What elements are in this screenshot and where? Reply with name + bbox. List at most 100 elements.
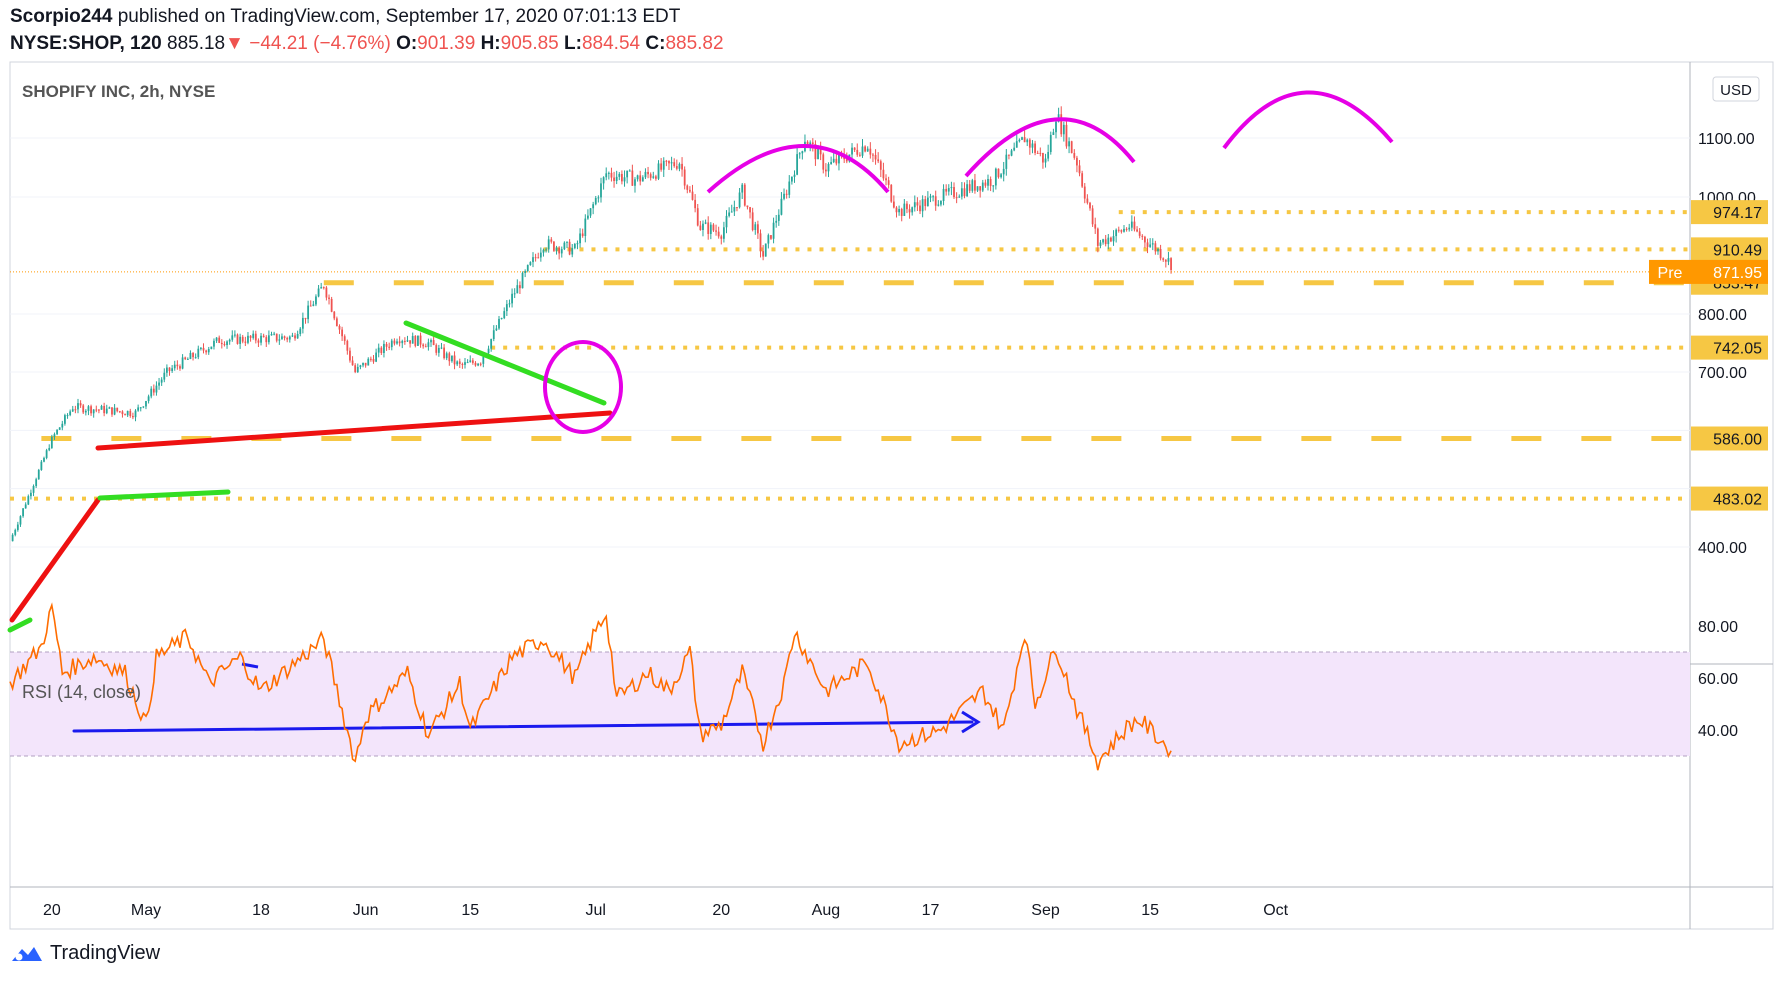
level-price-tag[interactable] xyxy=(1691,237,1768,262)
candle-body xyxy=(602,177,605,184)
candle-body xyxy=(1149,244,1152,247)
candle-body xyxy=(393,340,396,344)
candle-body xyxy=(966,184,968,197)
candle-body xyxy=(1117,229,1120,231)
candle-body xyxy=(623,177,626,182)
candle-body xyxy=(32,486,35,493)
candle-body xyxy=(43,457,45,462)
candle-body xyxy=(853,147,856,150)
green-support-stub[interactable] xyxy=(7,617,33,633)
price-gridlines xyxy=(10,137,1690,548)
price-axis[interactable]: 1100.001000.00800.00700.00400.0080.0060.… xyxy=(10,131,1768,740)
candle-body xyxy=(1123,228,1125,232)
candle-body xyxy=(1036,152,1039,154)
time-tick-label: 18 xyxy=(252,902,270,919)
price-tick-label: 700.00 xyxy=(1698,365,1747,382)
candle-body xyxy=(192,352,194,358)
candle-body xyxy=(171,368,174,372)
level-price-tag[interactable] xyxy=(1691,426,1768,451)
candle-body xyxy=(550,239,553,242)
rsi-trendline-arrowhead[interactable] xyxy=(961,710,981,734)
candle-body xyxy=(37,469,40,480)
low-label: L: xyxy=(564,33,582,54)
candle-body xyxy=(1013,147,1016,151)
candle-body xyxy=(505,304,508,312)
candle-body xyxy=(571,248,574,255)
candle-body xyxy=(811,142,814,145)
candle-body xyxy=(772,222,775,239)
candle-body xyxy=(822,154,825,170)
candle-body xyxy=(607,172,610,174)
candle-body xyxy=(231,335,234,340)
candle-body xyxy=(14,529,17,535)
candle-body xyxy=(267,335,270,343)
candle-body xyxy=(364,362,367,366)
candle-body xyxy=(260,335,262,343)
candle-body xyxy=(69,411,72,416)
candle-body xyxy=(832,158,835,163)
green-resistance-trendline[interactable] xyxy=(403,320,607,406)
candle-body xyxy=(618,173,621,177)
level-price-tag[interactable] xyxy=(1691,200,1768,225)
candle-body xyxy=(555,247,558,251)
level-price-tag[interactable] xyxy=(1691,486,1768,511)
candle-body xyxy=(406,340,409,342)
candle-body xyxy=(545,249,547,251)
candle-body xyxy=(806,141,809,146)
horizontal-levels[interactable] xyxy=(10,210,1690,501)
author-name[interactable]: Scorpio244 xyxy=(10,6,113,27)
price-tick-label: 800.00 xyxy=(1698,307,1747,324)
candle-body xyxy=(1112,236,1115,242)
candle-body xyxy=(173,364,176,369)
annotation-drawings[interactable] xyxy=(7,90,1394,734)
candle-body xyxy=(424,346,427,348)
quote-header: NYSE:SHOP, 120 885.18▼ −44.21 (−4.76%) O… xyxy=(10,33,724,55)
candle-body xyxy=(409,340,411,344)
candle-body xyxy=(168,367,171,372)
candle-body xyxy=(241,336,244,342)
candle-body xyxy=(53,434,56,437)
currency-button[interactable]: USD xyxy=(1712,76,1760,102)
head-shoulders-right-arc[interactable] xyxy=(1222,90,1394,150)
head-shoulders-middle-arc[interactable] xyxy=(964,117,1136,178)
candle-body xyxy=(1144,236,1146,243)
candle-body xyxy=(600,183,602,198)
candle-body xyxy=(759,233,762,252)
green-support-line[interactable] xyxy=(97,489,231,501)
candle-body xyxy=(477,363,479,366)
candle-body xyxy=(984,182,987,186)
candle-body xyxy=(981,182,984,191)
candle-body xyxy=(885,178,887,181)
candle-body xyxy=(777,214,780,221)
candle-body xyxy=(163,372,166,380)
candle-body xyxy=(1170,258,1172,270)
candle-body xyxy=(1081,173,1084,187)
footer-brand[interactable]: TradingView xyxy=(10,942,160,965)
candle-body xyxy=(145,401,147,407)
candle-body xyxy=(443,347,445,359)
red-support-trendline[interactable] xyxy=(95,410,613,451)
candle-body xyxy=(64,415,66,424)
time-tick-label: 15 xyxy=(461,902,479,919)
breakout-circle[interactable] xyxy=(543,340,623,434)
rsi-series xyxy=(9,602,1172,771)
candle-body xyxy=(979,186,982,191)
rsi-blue-trendline[interactable] xyxy=(72,720,974,733)
rsi-tick-label: 40.00 xyxy=(1698,723,1738,740)
premarket-price-tag[interactable] xyxy=(1691,259,1768,284)
red-trendline-april[interactable] xyxy=(9,497,101,623)
candle-body xyxy=(801,151,804,154)
candle-body xyxy=(307,305,310,320)
level-price-tag[interactable] xyxy=(1691,335,1768,360)
candle-body xyxy=(636,175,639,180)
candle-body xyxy=(911,207,914,213)
head-shoulders-left-arc[interactable] xyxy=(706,144,890,194)
candle-body xyxy=(992,185,995,187)
candle-body xyxy=(341,329,344,337)
candle-body xyxy=(458,361,461,364)
premarket-badge[interactable] xyxy=(1649,259,1691,284)
candlesticks xyxy=(11,106,1172,542)
time-axis[interactable]: 20 May 18 Jun 15 Jul 20 Aug 17 Sep 15 Oct xyxy=(43,902,1289,919)
candle-body xyxy=(181,357,184,369)
